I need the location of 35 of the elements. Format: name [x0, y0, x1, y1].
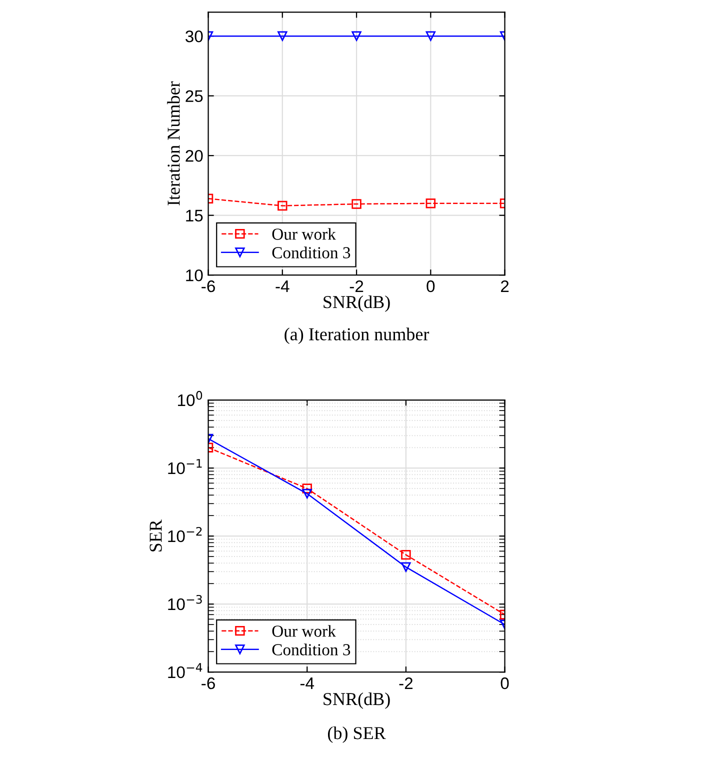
point — [352, 31, 362, 41]
legend-label: Our work — [272, 228, 336, 240]
x-tick-label: 0 — [426, 280, 435, 292]
y-tick-label: 20 — [186, 150, 203, 162]
x-tick-label: -6 — [202, 280, 215, 292]
x-tick-label: -4 — [300, 678, 314, 690]
point — [426, 198, 436, 208]
y-tick-label: 10$^{0}$ — [178, 390, 202, 406]
y-tick-label: 10 — [186, 269, 203, 282]
point — [352, 199, 362, 209]
y-tick-label: 10$^{−1}$ — [168, 459, 202, 474]
y-axis-title: Iteration Number — [167, 81, 180, 206]
x-tick-label: -2 — [399, 677, 413, 690]
x-axis-title: SNR(dB) — [324, 692, 390, 709]
x-axis-title: SNR(dB) — [324, 295, 390, 312]
y-tick-label: 10$^{−3}$ — [168, 594, 202, 610]
y-tick-label: 25 — [186, 90, 203, 102]
text: (b) SER — [328, 726, 386, 743]
y-axis-title: SER — [150, 520, 162, 552]
x-tick-label: 2 — [500, 280, 509, 292]
legend-label: Condition 3 — [272, 246, 350, 258]
x-tick-label: -4 — [276, 280, 290, 292]
point — [278, 31, 288, 41]
y-tick-label: 10$^{−2}$ — [168, 526, 202, 542]
y-tick-label: 10$^{−4}$ — [168, 663, 202, 678]
point — [426, 31, 436, 41]
point — [278, 200, 288, 211]
legend-label: Our work — [272, 625, 336, 637]
x-tick-label: 0 — [500, 677, 509, 690]
y-tick-label: 30 — [186, 30, 203, 42]
text: (a) Iteration number — [284, 328, 430, 344]
y-tick-label: 15 — [186, 210, 203, 222]
x-tick-label: -2 — [350, 280, 364, 292]
x-tick-label: -6 — [202, 677, 215, 690]
legend-label: Condition 3 — [272, 644, 350, 656]
